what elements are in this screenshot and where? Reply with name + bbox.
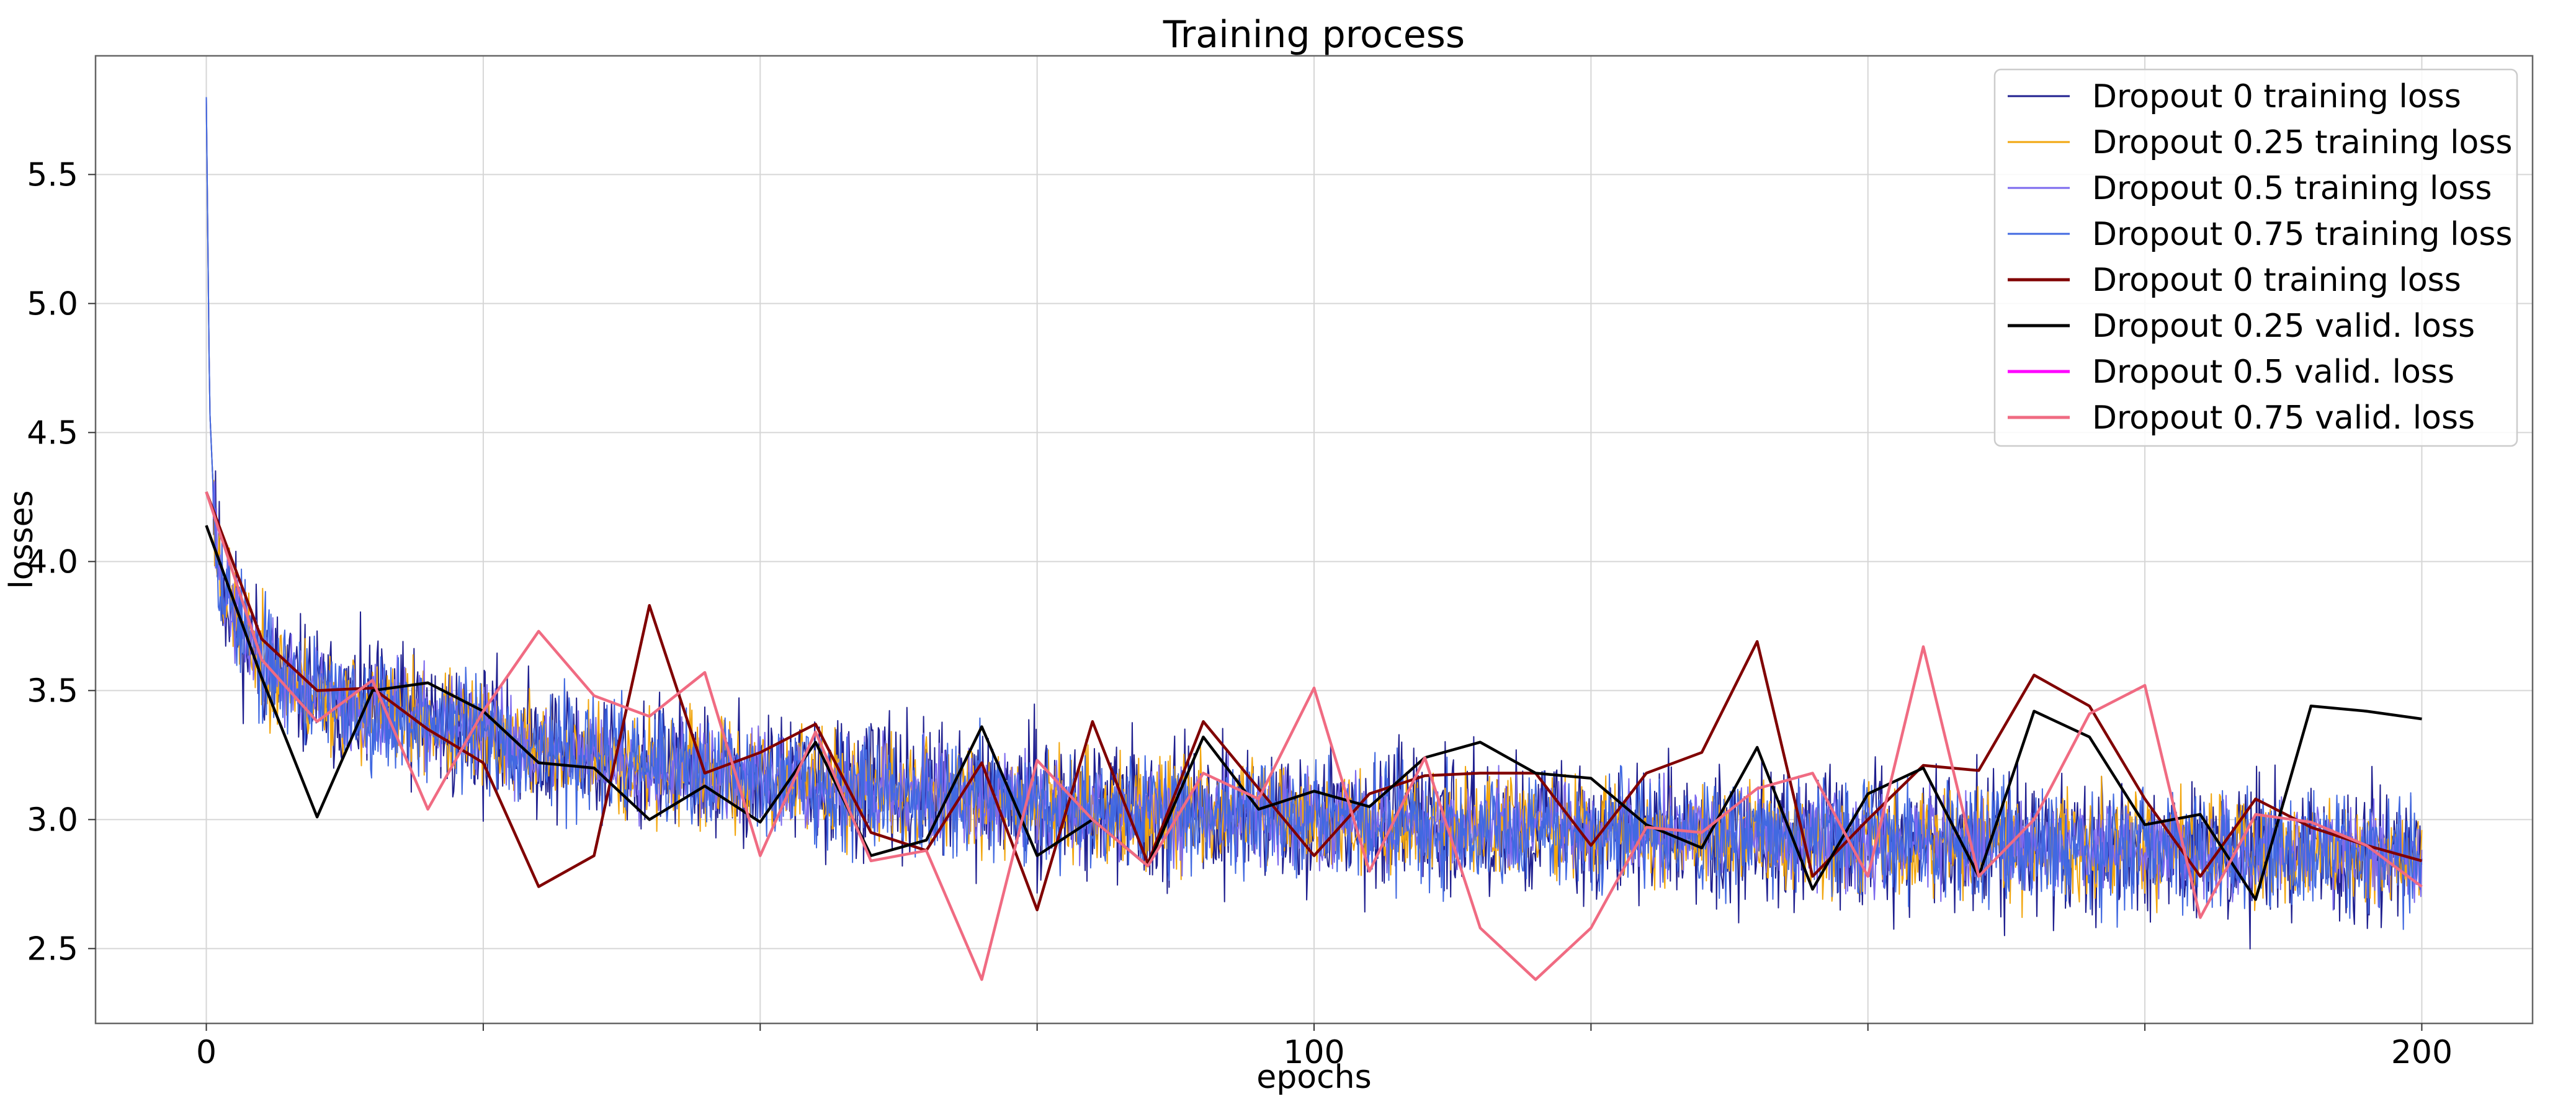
y-tick-label: 4.0 bbox=[27, 543, 78, 581]
legend-item-label: Dropout 0.5 valid. loss bbox=[2092, 354, 2454, 391]
x-axis-label: epochs bbox=[1256, 1059, 1371, 1096]
legend-item-label: Dropout 0 training loss bbox=[2092, 262, 2461, 299]
series-lines bbox=[205, 97, 2423, 981]
legend-item-label: Dropout 0.75 valid. loss bbox=[2092, 399, 2475, 437]
y-axis-label: losses bbox=[3, 490, 40, 589]
axis-ticks: 0 100 200 2.5 3.0 3.5 4.0 4.5 5.0 5.5 bbox=[27, 156, 2453, 1071]
legend-box bbox=[1993, 68, 2518, 447]
y-tick-label: 3.5 bbox=[27, 672, 78, 710]
y-tick-label: 5.0 bbox=[27, 285, 78, 323]
chart-title: Training process bbox=[1163, 13, 1465, 56]
legend-item-label: Dropout 0.5 training loss bbox=[2092, 170, 2492, 207]
x-tick-label: 0 bbox=[196, 1034, 217, 1071]
y-tick-label: 5.5 bbox=[27, 156, 78, 194]
series-line bbox=[205, 525, 2422, 901]
series-line bbox=[205, 97, 2423, 919]
legend-item-label: Dropout 0.25 training loss bbox=[2092, 124, 2513, 161]
y-tick-label: 3.0 bbox=[27, 801, 78, 839]
x-tick-label: 100 bbox=[1283, 1034, 1344, 1071]
series-line bbox=[205, 97, 2423, 930]
x-tick-label: 200 bbox=[2391, 1034, 2453, 1071]
legend-item-label: Dropout 0.25 valid. loss bbox=[2092, 308, 2475, 345]
y-tick-label: 2.5 bbox=[27, 930, 78, 968]
series-line bbox=[205, 491, 2423, 981]
legend-item-label: Dropout 0 training loss bbox=[2092, 78, 2461, 115]
series-line bbox=[205, 491, 2423, 912]
legend: Dropout 0 training loss Dropout 0.25 trai… bbox=[1993, 68, 2518, 447]
legend-item-label: Dropout 0.75 training loss bbox=[2092, 216, 2513, 253]
y-tick-label: 4.5 bbox=[27, 414, 78, 452]
